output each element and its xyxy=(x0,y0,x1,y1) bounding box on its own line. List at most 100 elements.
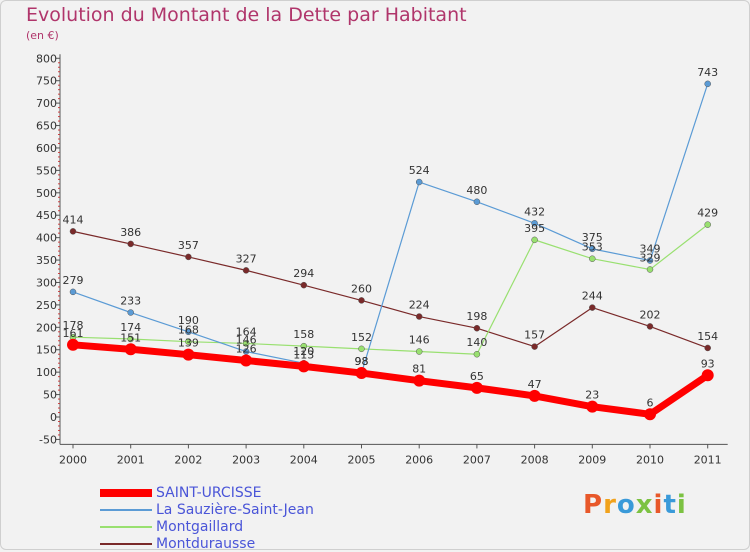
data-point-saint-urcisse xyxy=(297,360,310,373)
data-point-montgaillard xyxy=(300,342,308,350)
y-tick-label: 200 xyxy=(36,321,57,334)
data-label: 349 xyxy=(640,243,661,256)
data-label: 414 xyxy=(63,213,84,226)
x-tick-label: 2008 xyxy=(521,453,549,466)
data-point-montdurausse xyxy=(473,324,481,332)
data-label: 161 xyxy=(63,327,84,340)
x-tick-label: 2003 xyxy=(232,453,260,466)
y-tick-label: 700 xyxy=(36,97,57,110)
data-point-la-sauzi-re-saint-jean xyxy=(646,257,654,264)
data-point-montdurausse xyxy=(704,344,711,352)
data-point-la-sauzi-re-saint-jean xyxy=(704,80,711,88)
proxiti-logo: Proxiti xyxy=(583,490,687,520)
y-tick-label: 150 xyxy=(36,344,57,357)
data-label: 524 xyxy=(409,164,430,177)
series-line-saint-urcisse xyxy=(72,341,710,418)
legend-item: SAINT-URCISSE xyxy=(100,484,314,501)
data-point-la-sauzi-re-saint-jean xyxy=(185,328,192,336)
data-label: 146 xyxy=(236,334,257,347)
series-line-la-sauzi-re-saint-jean xyxy=(72,83,709,374)
y-tick-label: 100 xyxy=(36,366,57,379)
legend-label: La Sauzière-Saint-Jean xyxy=(156,501,314,518)
logo-letter: r xyxy=(603,490,617,520)
legend-swatch xyxy=(100,488,152,497)
legend-label: SAINT-URCISSE xyxy=(156,484,262,501)
data-point-montdurausse xyxy=(127,240,134,248)
data-point-saint-urcisse xyxy=(644,408,656,421)
data-point-montgaillard xyxy=(415,348,423,355)
data-label: 146 xyxy=(409,334,430,347)
data-point-montgaillard xyxy=(242,340,250,347)
data-point-la-sauzi-re-saint-jean xyxy=(473,198,481,206)
data-point-montdurausse xyxy=(185,253,192,261)
data-point-la-sauzi-re-saint-jean xyxy=(589,245,596,253)
data-label: 178 xyxy=(63,319,84,332)
legend-label: Montgaillard xyxy=(156,518,244,535)
data-label: 157 xyxy=(524,329,545,342)
x-tick-label: 2011 xyxy=(694,453,722,466)
y-tick-label: 800 xyxy=(36,52,57,65)
x-tick-label: 2007 xyxy=(463,453,491,466)
data-label: 429 xyxy=(697,207,718,220)
data-point-montdurausse xyxy=(358,297,365,304)
y-tick-label: 650 xyxy=(36,120,57,133)
data-label: 386 xyxy=(120,226,141,239)
data-label: 168 xyxy=(178,324,199,337)
data-point-montgaillard xyxy=(185,338,192,345)
data-label: 158 xyxy=(293,328,314,341)
data-label: 164 xyxy=(236,325,257,338)
chart-title: Evolution du Montant de la Dette par Hab… xyxy=(26,4,467,26)
data-label: 152 xyxy=(351,331,372,344)
data-label: 375 xyxy=(582,231,603,244)
legend-item: Montgaillard xyxy=(100,518,314,535)
data-label: 23 xyxy=(585,389,599,402)
legend-swatch xyxy=(100,542,152,545)
data-point-montgaillard xyxy=(589,255,596,262)
series-line-montdurausse xyxy=(72,230,708,349)
legend-item: La Sauzière-Saint-Jean xyxy=(100,501,314,518)
data-point-la-sauzi-re-saint-jean xyxy=(127,309,134,316)
data-label: 198 xyxy=(466,310,487,323)
data-point-montgaillard xyxy=(473,350,481,358)
logo-letter: x xyxy=(635,490,654,520)
legend-swatch xyxy=(100,525,152,528)
data-label: 224 xyxy=(409,299,430,312)
data-point-saint-urcisse xyxy=(240,354,253,367)
data-label: 357 xyxy=(178,239,199,252)
data-label: 6 xyxy=(647,396,654,409)
data-point-saint-urcisse xyxy=(413,374,426,387)
data-point-montgaillard xyxy=(531,236,538,244)
y-tick-label: -50 xyxy=(39,433,57,446)
data-label: 93 xyxy=(701,357,715,370)
data-label: 139 xyxy=(178,337,199,350)
data-point-saint-urcisse xyxy=(182,348,195,361)
data-point-saint-urcisse xyxy=(470,381,483,394)
data-label: 353 xyxy=(582,241,603,254)
data-point-la-sauzi-re-saint-jean xyxy=(69,288,77,296)
data-label: 98 xyxy=(355,355,369,368)
data-label: 126 xyxy=(236,343,257,356)
data-label: 81 xyxy=(412,363,426,376)
data-label: 151 xyxy=(120,331,141,344)
data-label: 233 xyxy=(120,295,141,308)
legend-item: Montdurausse xyxy=(100,535,314,552)
logo-letter: P xyxy=(583,490,604,520)
x-tick-label: 2010 xyxy=(636,453,664,466)
data-label: 329 xyxy=(640,251,661,264)
data-label: 202 xyxy=(640,308,661,321)
x-tick-label: 2004 xyxy=(290,453,318,466)
data-label: 432 xyxy=(524,205,545,218)
data-label: 47 xyxy=(528,378,542,391)
x-tick-label: 2009 xyxy=(578,453,606,466)
data-label: 279 xyxy=(63,274,84,287)
data-point-montgaillard xyxy=(704,221,711,228)
x-tick-label: 2002 xyxy=(174,453,202,466)
y-tick-label: 300 xyxy=(36,276,57,289)
data-point-montdurausse xyxy=(242,267,250,274)
x-tick-label: 2006 xyxy=(405,453,433,466)
y-tick-label: 750 xyxy=(36,75,57,88)
data-point-saint-urcisse xyxy=(355,367,368,380)
y-tick-label: 50 xyxy=(43,389,57,402)
data-point-saint-urcisse xyxy=(528,389,541,402)
